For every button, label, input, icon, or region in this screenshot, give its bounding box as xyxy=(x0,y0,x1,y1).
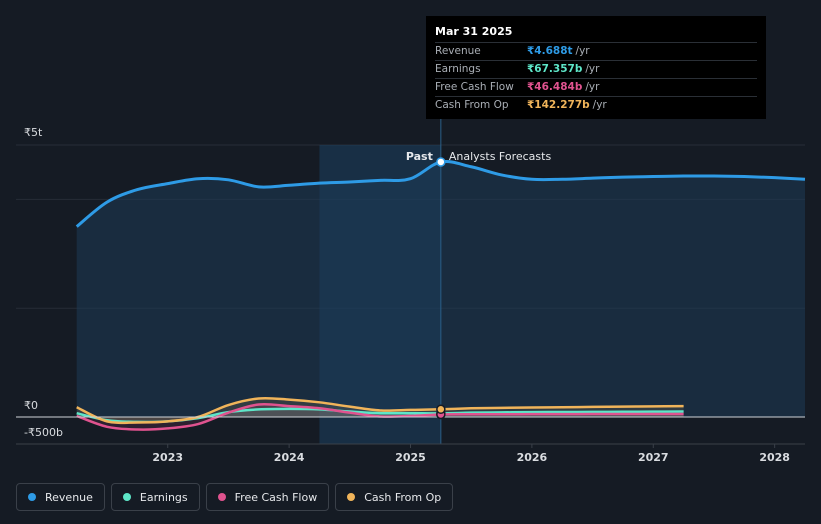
legend-dot-icon xyxy=(347,493,356,501)
tooltip-row-revenue: Revenue ₹4.688t /yr xyxy=(435,43,757,61)
line-cash-from-op xyxy=(76,396,684,425)
y-tick-labels: ₹5t ₹0 -₹500b xyxy=(24,126,63,439)
tooltip-unit: /yr xyxy=(575,45,590,57)
x-tick-label: 2027 xyxy=(638,451,669,464)
legend-item-cash-from-op[interactable]: Cash From Op xyxy=(335,483,454,511)
tooltip-name: Revenue xyxy=(435,45,481,57)
tooltip-unit: /yr xyxy=(592,99,607,111)
tooltip-rows: Revenue ₹4.688t /yr Earnings ₹67.357b /y… xyxy=(435,43,757,114)
series-lines xyxy=(75,160,806,431)
legend-label: Cash From Op xyxy=(364,490,442,504)
legend-dot-icon xyxy=(28,493,36,501)
past-label: Past xyxy=(406,150,433,163)
legend: Revenue Earnings Free Cash Flow Cash Fro… xyxy=(16,483,454,511)
legend-label: Earnings xyxy=(139,490,188,504)
x-tick-label: 2024 xyxy=(274,451,305,464)
tooltip: Mar 31 2025 Revenue ₹4.688t /yr Earnings… xyxy=(426,16,766,119)
tooltip-name: Earnings xyxy=(435,63,481,75)
marker-revenue xyxy=(436,157,446,167)
y-tick-label: ₹5t xyxy=(24,126,43,139)
tooltip-date: Mar 31 2025 xyxy=(435,24,757,43)
y-tick-label: -₹500b xyxy=(24,426,63,439)
tooltip-value: ₹46.484b xyxy=(527,81,583,93)
x-tick-label: 2025 xyxy=(395,451,426,464)
marker-cash-from-op xyxy=(436,404,446,415)
legend-item-free-cash-flow[interactable]: Free Cash Flow xyxy=(205,483,330,511)
current-markers xyxy=(436,157,446,420)
tooltip-name: Free Cash Flow xyxy=(435,81,514,93)
tooltip-row-free-cash-flow: Free Cash Flow ₹46.484b /yr xyxy=(435,79,757,97)
x-tick-label: 2023 xyxy=(152,451,183,464)
y-tick-label: ₹0 xyxy=(24,399,38,412)
tooltip-name: Cash From Op xyxy=(435,99,509,111)
x-tick-labels: 2023 2024 2025 2026 2027 2028 xyxy=(152,444,790,464)
legend-label: Free Cash Flow xyxy=(234,490,318,504)
tooltip-unit: /yr xyxy=(585,63,600,75)
legend-item-earnings[interactable]: Earnings xyxy=(110,483,200,511)
legend-item-revenue[interactable]: Revenue xyxy=(16,483,105,511)
line-free-cash-flow xyxy=(76,402,684,431)
legend-label: Revenue xyxy=(45,490,93,504)
tooltip-row-cash-from-op: Cash From Op ₹142.277b /yr xyxy=(435,97,757,114)
legend-dot-icon xyxy=(122,493,131,501)
x-tick-label: 2026 xyxy=(517,451,548,464)
forecast-label: Analysts Forecasts xyxy=(449,150,552,163)
tooltip-value: ₹4.688t xyxy=(527,45,573,57)
legend-dot-icon xyxy=(217,493,226,501)
tooltip-value: ₹142.277b xyxy=(527,99,590,111)
x-tick-label: 2028 xyxy=(759,451,790,464)
tooltip-unit: /yr xyxy=(585,81,600,93)
tooltip-value: ₹67.357b xyxy=(527,63,583,75)
tooltip-row-earnings: Earnings ₹67.357b /yr xyxy=(435,61,757,79)
